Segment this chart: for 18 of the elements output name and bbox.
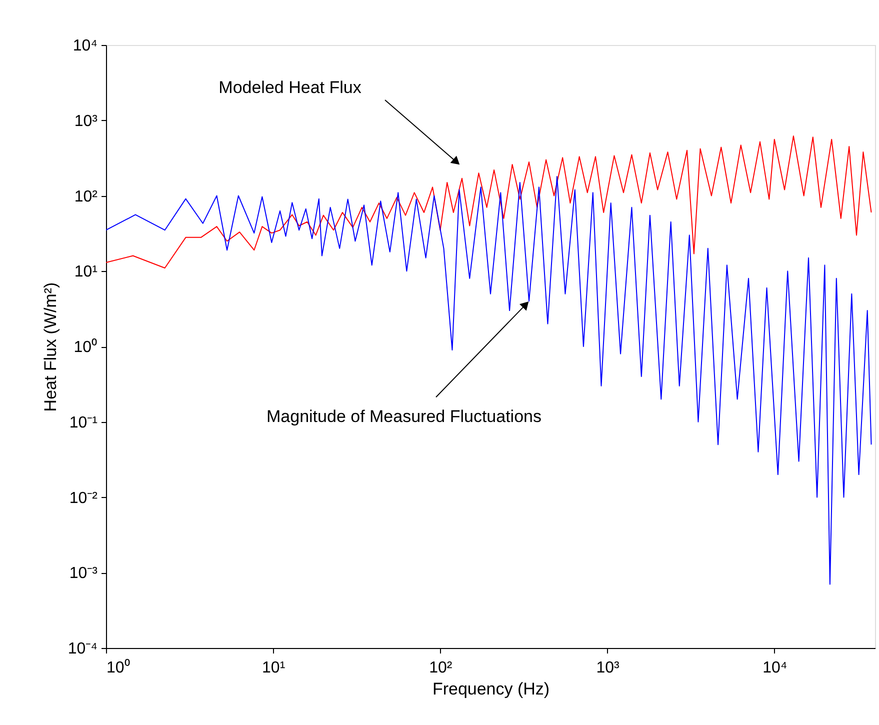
x-tick-label: 10¹ bbox=[262, 660, 286, 676]
y-tick-label: 10³ bbox=[74, 112, 98, 130]
y-tick-label: 10⁻³ bbox=[69, 565, 98, 582]
y-tick-label: 10⁰ bbox=[74, 338, 98, 356]
x-tick-label: 10³ bbox=[596, 660, 620, 676]
x-axis-title: Frequency (Hz) bbox=[432, 680, 550, 698]
y-tick-label: 10⁻¹ bbox=[69, 414, 98, 432]
annotation: Modeled Heat Flux bbox=[218, 78, 362, 97]
x-tick-label: 10⁰ bbox=[106, 658, 130, 676]
y-axis-title: Heat Flux (W/m²) bbox=[40, 282, 60, 412]
y-tick-label: 10¹ bbox=[74, 264, 98, 281]
y-tick-label: 10² bbox=[74, 188, 98, 206]
x-tick-label: 10² bbox=[429, 660, 453, 676]
y-tick-label: 10⁻² bbox=[69, 490, 98, 507]
y-tick-label: 10⁻⁴ bbox=[68, 640, 98, 658]
x-tick-label: 10⁴ bbox=[762, 660, 788, 676]
annotation: Magnitude of Measured Fluctuations bbox=[266, 407, 542, 426]
y-tick-label: 10⁴ bbox=[72, 38, 98, 54]
